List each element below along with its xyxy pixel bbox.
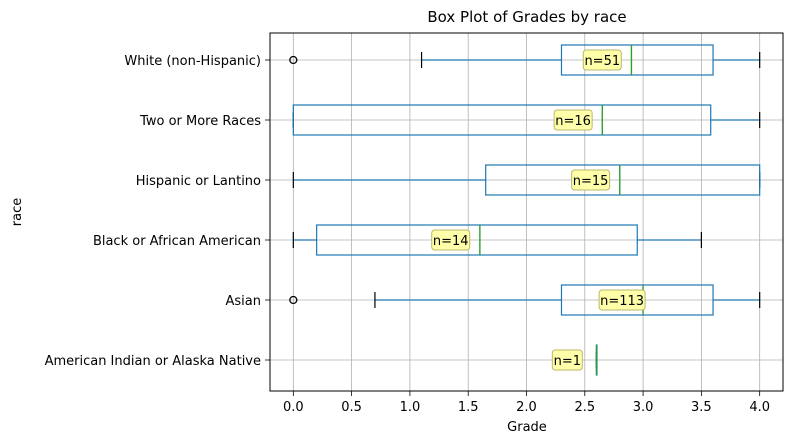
iqr-box xyxy=(485,164,761,196)
n-label: n=15 xyxy=(573,174,609,189)
n-label: n=113 xyxy=(600,294,644,309)
outlier-point xyxy=(289,55,298,65)
x-tick-label: 1.5 xyxy=(458,400,479,415)
chart-title: Box Plot of Grades by race xyxy=(427,8,626,26)
boxes-layer xyxy=(289,44,761,376)
n-label: n=16 xyxy=(555,114,591,129)
box-group xyxy=(595,344,598,376)
n-label-box xyxy=(551,349,583,371)
grid-layer xyxy=(270,33,783,391)
iqr-box xyxy=(316,224,638,256)
n-label: n=14 xyxy=(433,234,469,249)
x-tick-label: 2.0 xyxy=(516,400,537,415)
x-tick-label: 3.0 xyxy=(633,400,654,415)
x-tick-label: 2.5 xyxy=(574,400,595,415)
x-tick-label: 1.0 xyxy=(400,400,421,415)
x-axis-title: Grade xyxy=(507,420,547,435)
box-group xyxy=(289,44,761,76)
y-tick-label: American Indian or Alaska Native xyxy=(45,354,261,369)
n-label-box xyxy=(571,169,611,191)
x-axis: 0.0 0.5 1.0 1.5 2.0 2.5 3.0 3.5 4.0 xyxy=(283,391,770,415)
x-tick-label: 0.0 xyxy=(283,400,304,415)
iqr-box xyxy=(560,284,714,316)
iqr-box xyxy=(560,44,714,76)
y-tick-label: White (non-Hispanic) xyxy=(124,54,261,69)
box-group xyxy=(289,284,761,316)
y-axis: American Indian or Alaska Native Asian Bla… xyxy=(45,54,270,369)
y-tick-label: Asian xyxy=(226,294,261,309)
box-group xyxy=(292,164,761,196)
outlier-point xyxy=(289,295,298,305)
n-label: n=51 xyxy=(584,54,620,69)
n-labels-layer: n=1 n=113 n=14 n=15 n=16 n=51 xyxy=(431,49,646,371)
x-tick-label: 0.5 xyxy=(341,400,362,415)
x-tick-label: 3.5 xyxy=(691,400,712,415)
y-axis-title: race xyxy=(10,198,25,226)
y-tick-label: Two or More Races xyxy=(139,114,261,129)
box-group xyxy=(292,104,761,136)
n-label-box xyxy=(553,109,593,131)
n-label: n=1 xyxy=(554,354,581,369)
n-label-box xyxy=(598,289,646,311)
x-tick-label: 4.0 xyxy=(749,400,770,415)
n-label-box xyxy=(582,49,622,71)
y-tick-label: Hispanic or Lantino xyxy=(136,174,261,189)
iqr-box xyxy=(292,104,712,136)
n-label-box xyxy=(431,229,471,251)
y-tick-label: Black or African American xyxy=(93,234,261,249)
box-group xyxy=(292,224,702,256)
